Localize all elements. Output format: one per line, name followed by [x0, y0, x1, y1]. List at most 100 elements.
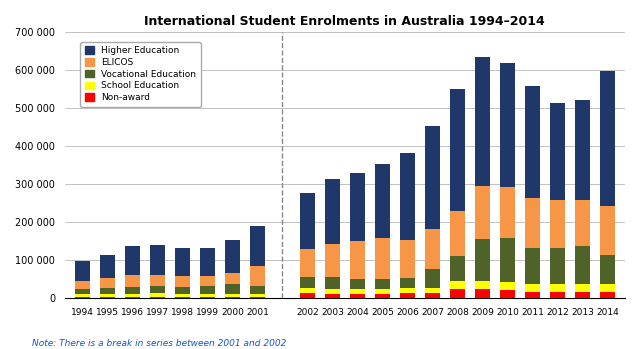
Bar: [75, 289, 90, 295]
Bar: [550, 284, 565, 292]
Bar: [100, 279, 115, 288]
Bar: [250, 286, 265, 294]
Bar: [300, 288, 315, 293]
Bar: [350, 241, 365, 279]
Bar: [300, 249, 315, 277]
Bar: [225, 297, 240, 298]
Bar: [325, 294, 340, 298]
Bar: [175, 248, 190, 276]
Bar: [125, 297, 140, 298]
Bar: [600, 284, 615, 292]
Bar: [475, 57, 490, 186]
Bar: [375, 294, 390, 298]
Bar: [175, 297, 190, 298]
Bar: [425, 229, 440, 269]
Bar: [325, 277, 340, 289]
Bar: [525, 292, 540, 298]
Bar: [525, 86, 540, 198]
Bar: [375, 289, 390, 294]
Bar: [450, 211, 465, 257]
Bar: [450, 289, 465, 298]
Bar: [150, 297, 164, 298]
Bar: [250, 294, 265, 297]
Bar: [475, 281, 490, 289]
Bar: [100, 255, 115, 279]
Bar: [525, 284, 540, 292]
Bar: [500, 187, 515, 238]
Bar: [425, 126, 440, 229]
Bar: [350, 294, 365, 298]
Bar: [75, 281, 90, 289]
Bar: [200, 287, 215, 294]
Bar: [575, 284, 590, 292]
Bar: [125, 275, 140, 287]
Bar: [150, 275, 164, 287]
Bar: [600, 206, 615, 255]
Bar: [300, 193, 315, 249]
Bar: [375, 238, 390, 279]
Bar: [175, 294, 190, 297]
Bar: [600, 255, 615, 284]
Bar: [125, 294, 140, 297]
Bar: [375, 164, 390, 238]
Bar: [400, 288, 415, 293]
Bar: [75, 297, 90, 298]
Bar: [100, 297, 115, 298]
Bar: [225, 240, 240, 273]
Bar: [350, 279, 365, 289]
Bar: [425, 269, 440, 288]
Bar: [450, 281, 465, 289]
Bar: [125, 246, 140, 275]
Bar: [575, 99, 590, 200]
Bar: [200, 294, 215, 297]
Bar: [475, 186, 490, 239]
Bar: [525, 198, 540, 248]
Bar: [400, 278, 415, 288]
Bar: [200, 248, 215, 276]
Bar: [350, 173, 365, 241]
Bar: [100, 294, 115, 297]
Bar: [300, 277, 315, 288]
Bar: [500, 282, 515, 290]
Bar: [400, 240, 415, 278]
Bar: [450, 257, 465, 281]
Bar: [250, 226, 265, 266]
Bar: [550, 292, 565, 298]
Bar: [600, 292, 615, 298]
Bar: [325, 179, 340, 244]
Bar: [475, 239, 490, 281]
Bar: [225, 294, 240, 297]
Bar: [325, 244, 340, 277]
Bar: [575, 200, 590, 246]
Bar: [250, 266, 265, 286]
Bar: [425, 293, 440, 298]
Bar: [150, 293, 164, 297]
Bar: [600, 71, 615, 206]
Bar: [375, 279, 390, 289]
Bar: [175, 276, 190, 287]
Bar: [75, 261, 90, 281]
Bar: [225, 284, 240, 294]
Bar: [450, 89, 465, 211]
Bar: [100, 288, 115, 294]
Bar: [200, 276, 215, 287]
Bar: [350, 289, 365, 294]
Title: International Student Enrolments in Australia 1994–2014: International Student Enrolments in Aust…: [145, 15, 545, 28]
Bar: [475, 289, 490, 298]
Bar: [500, 64, 515, 187]
Bar: [150, 245, 164, 275]
Bar: [400, 293, 415, 298]
Bar: [175, 287, 190, 294]
Bar: [550, 248, 565, 284]
Bar: [200, 297, 215, 298]
Bar: [550, 200, 565, 248]
Text: Note: There is a break in series between 2001 and 2002: Note: There is a break in series between…: [32, 339, 286, 348]
Bar: [400, 153, 415, 240]
Bar: [425, 288, 440, 293]
Bar: [550, 103, 565, 200]
Bar: [75, 295, 90, 297]
Bar: [225, 273, 240, 284]
Bar: [500, 290, 515, 298]
Bar: [575, 292, 590, 298]
Bar: [525, 248, 540, 284]
